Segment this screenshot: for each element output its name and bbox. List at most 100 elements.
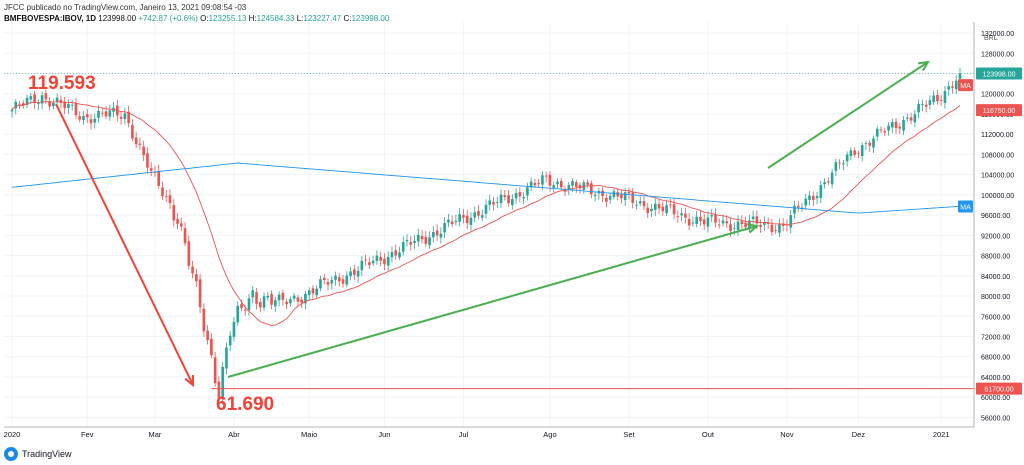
candle-body [82,116,85,121]
candle-body [872,138,875,148]
candle-body [243,309,247,311]
candle-body [823,182,826,185]
candle-body [808,195,811,200]
candle-body [702,219,706,225]
candle-body [48,101,51,107]
candle-body [744,222,747,228]
candle-body [172,205,176,221]
candle-body [495,202,499,203]
candle-body [849,150,853,157]
candle-body [390,252,394,258]
candle-body [898,126,902,129]
close-label: C: [343,14,352,23]
support-badge-bg [976,382,1022,395]
candle-body [232,321,236,337]
ma-short-tag: MA [960,83,971,90]
candle-body [763,222,766,225]
candle-body [413,240,416,243]
candle-body [627,191,631,194]
candle-body [951,86,954,88]
candle-body [804,198,808,206]
candle-body [270,293,273,305]
candle-body [868,142,872,146]
candle-body [149,168,153,171]
time-tick-label: Dez [852,430,866,439]
price-tick-label: 60000.00 [981,395,1010,402]
candle-body [736,221,740,230]
candle-body [939,100,943,102]
candle-body [368,262,371,265]
candle-body [909,117,913,121]
candle-body [518,192,522,197]
candle-body [326,282,330,285]
tradingview-logo-icon [4,447,18,461]
candle-body [161,187,164,197]
candle-body [360,260,364,271]
candle-body [687,219,691,226]
price-tick-label: 108000.00 [981,152,1014,159]
arrow-decline [55,103,194,386]
candle-body [796,205,800,208]
candle-body [450,221,454,225]
candle-body [601,190,604,197]
candle-body [379,257,382,261]
candle-body [928,100,932,105]
candle-body [499,194,503,204]
candle-body [492,202,495,205]
price-axis[interactable]: 56000.00 60000.00 64000.00 68000.00 72000.00… [958,22,1022,427]
time-tick-label: Ago [543,430,556,439]
candle-body [292,295,296,299]
candle-body [179,223,183,227]
candle-body [605,197,608,202]
candle-body [785,224,789,226]
open-value: 123255.13 [208,14,247,23]
candle-body [669,204,672,206]
candle-body [860,145,864,157]
candle-body [680,213,683,216]
ma-long-tag-bg [958,200,973,213]
candle-body [947,86,951,90]
candle-body [221,366,224,399]
candle-body [40,95,44,104]
time-tick-label: Set [623,430,635,439]
time-axis[interactable]: 2020 Fev Mar Abr Maio Jun Jul Ago Set Out Nov Dez 20… [4,426,974,439]
candle-body [834,162,838,171]
candle-body [213,357,217,384]
ma-long-line [11,162,961,214]
candle-body [447,219,450,223]
candle-body [699,217,702,222]
candle-body [827,181,830,183]
candle-body [202,308,206,332]
candle-body [586,182,589,185]
candle-body [420,236,424,240]
last-price: 123998.00 [98,14,137,23]
candle-body [236,305,240,323]
candle-body [394,250,398,256]
low-value: 123227.47 [303,14,342,23]
candle-body [465,215,469,224]
candle-body [428,237,431,246]
candle-body [657,204,661,209]
moving-averages [11,101,961,326]
candle-body [541,175,544,185]
candle-body [289,299,292,304]
candle-body [631,192,635,204]
last-price-badge-bg [976,67,1022,80]
time-tick-label: Maio [301,430,317,439]
candle-body [398,252,401,258]
candle-body [921,104,924,106]
candle-body [10,109,14,112]
candle-body [386,256,390,266]
candle-body [21,103,25,106]
candle-body [63,101,66,109]
last-price-badge: 123998.00 [982,72,1015,79]
price-tick-label: 88000.00 [981,254,1010,261]
candle-body [789,215,793,228]
candle-body [33,94,36,104]
candle-body [616,192,619,197]
candle-body [266,295,270,298]
candle-body [78,116,82,120]
candle-body [578,184,582,189]
candle-body [409,241,413,245]
